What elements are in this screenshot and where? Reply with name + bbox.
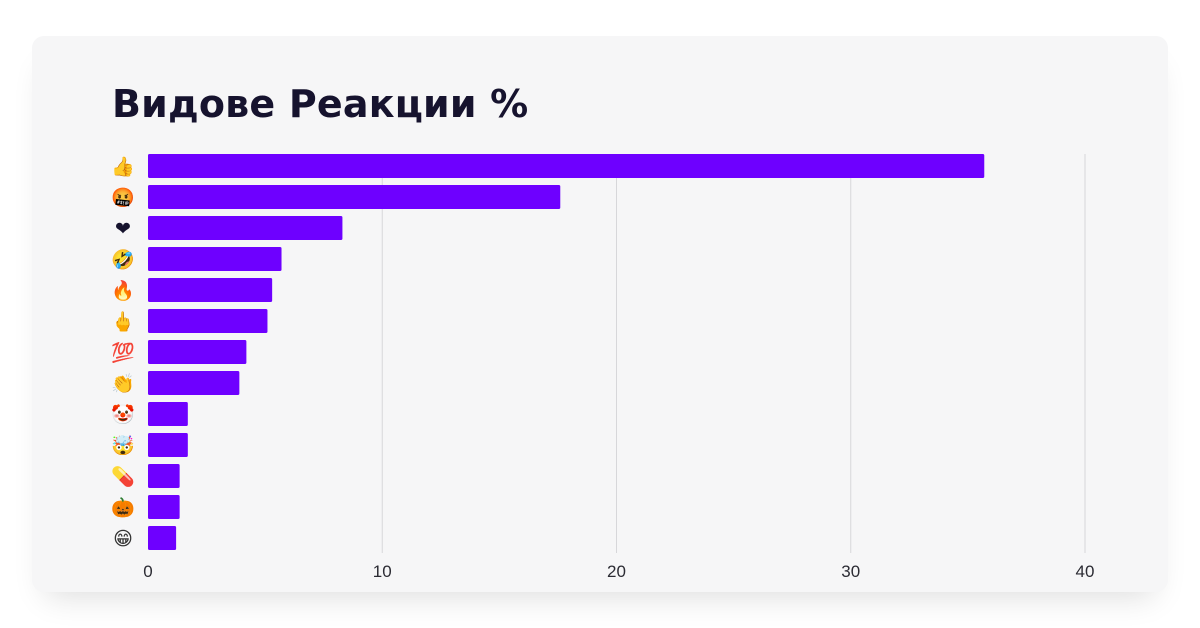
bar-jack-o-lantern: [148, 495, 180, 519]
x-tick-labels: 0 10 20 30 40: [143, 562, 1094, 581]
bar-thumbs-up: [148, 154, 985, 178]
middle-finger-icon: 🖕: [111, 310, 135, 333]
face-with-symbols-on-mouth-icon: 🤬: [111, 187, 135, 209]
x-tick-label: 40: [1076, 562, 1095, 581]
beaming-face-icon: 😁: [113, 529, 133, 550]
pill-icon: 💊: [111, 465, 135, 488]
gridlines: [381, 154, 1086, 553]
bar-rolling-on-floor-laughing: [148, 247, 282, 271]
bars: [148, 154, 985, 550]
bar-clown-face: [148, 402, 188, 426]
exploding-head-icon: 🤯: [111, 434, 135, 457]
x-tick-label: 30: [841, 562, 860, 581]
thumbs-up-icon: 👍: [111, 155, 135, 178]
rolling-on-floor-laughing-icon: 🤣: [110, 248, 135, 272]
chart-title: Видове Реакции %: [112, 82, 529, 126]
bar-heart: [148, 216, 343, 240]
clapping-hands-icon: 👏: [111, 372, 135, 395]
x-tick-label: 20: [607, 562, 626, 581]
bar-middle-finger: [148, 309, 268, 333]
bar-beaming-face: [148, 526, 177, 550]
category-labels: 👍 🤬 ❤ 🤣 🔥 🖕 💯 👏 🤡 🤯 💊 🎃 😁: [110, 155, 135, 550]
bar-fire: [148, 278, 273, 302]
bar-pill: [148, 464, 180, 488]
hundred-points-icon: 💯: [111, 341, 135, 364]
x-tick-label: 10: [373, 562, 392, 581]
clown-face-icon: 🤡: [111, 403, 135, 426]
bar-exploding-head: [148, 433, 188, 457]
x-tick-label: 0: [143, 562, 152, 581]
fire-icon: 🔥: [111, 279, 135, 302]
bar-face-with-symbols-on-mouth: [148, 185, 561, 209]
bar-clapping-hands: [148, 371, 240, 395]
bar-hundred-points: [148, 340, 247, 364]
heart-icon: ❤: [115, 219, 131, 240]
jack-o-lantern-icon: 🎃: [111, 496, 135, 519]
